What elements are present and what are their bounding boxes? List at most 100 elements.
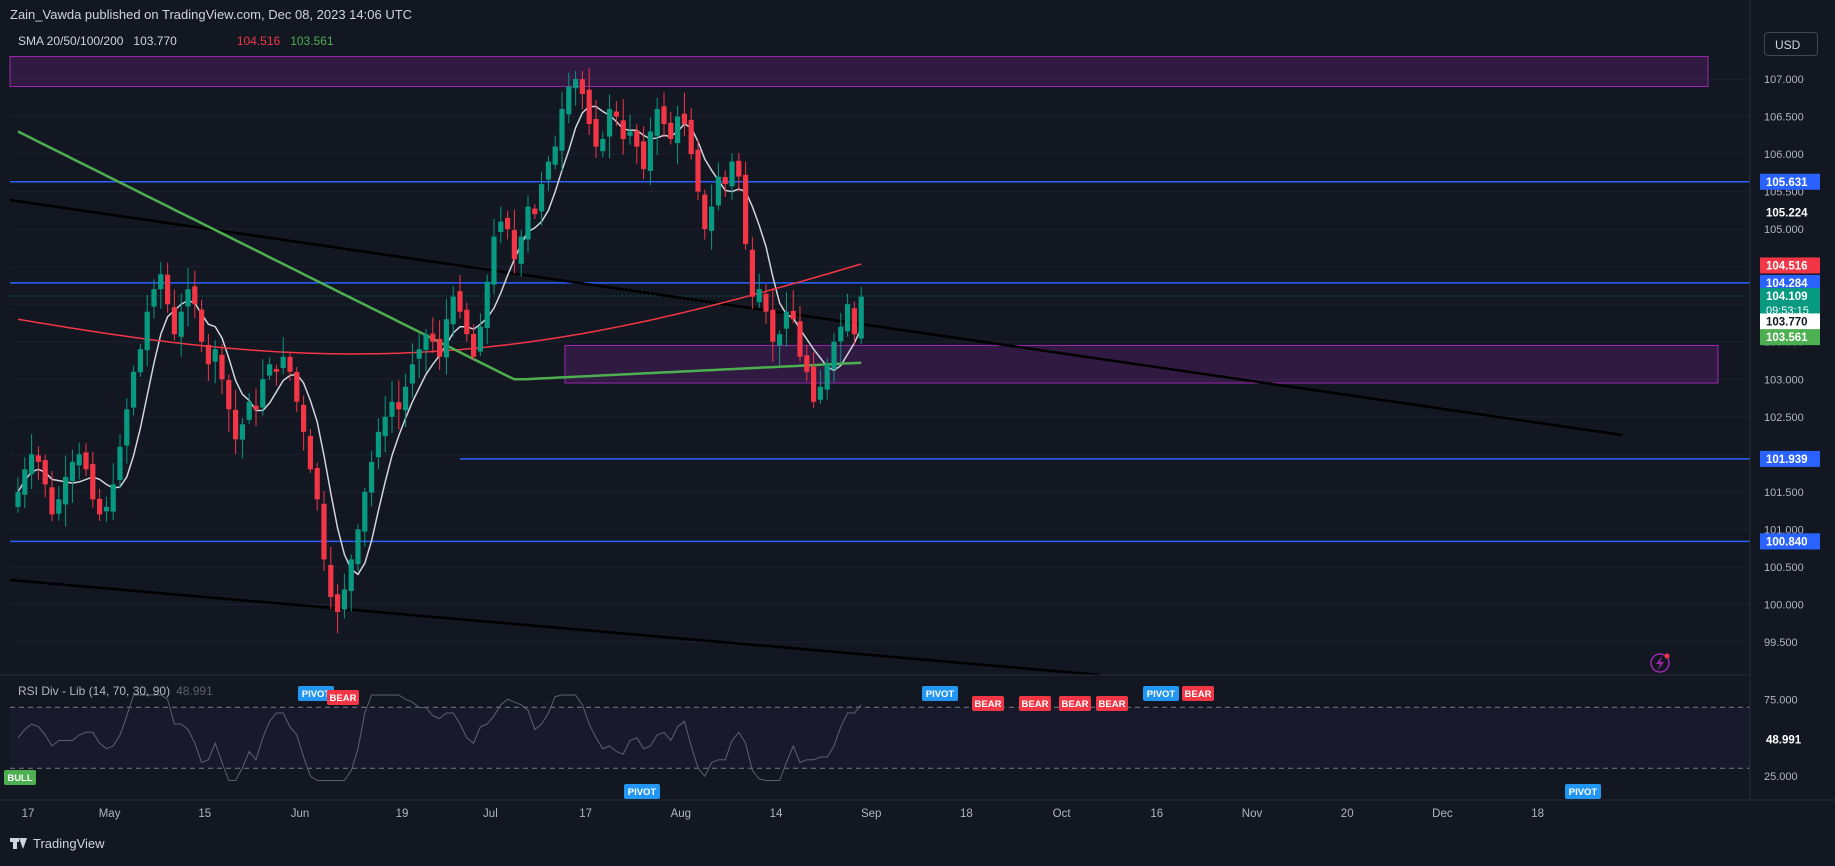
candle-body <box>199 309 205 342</box>
rsi-signal-text: PIVOT <box>1147 689 1176 700</box>
candle-body <box>409 364 415 384</box>
price-tick-label: 99.500 <box>1764 637 1798 649</box>
price-label-box <box>1760 204 1820 221</box>
candle-body <box>165 274 171 305</box>
candle-body <box>464 309 470 335</box>
candle-body <box>777 334 783 346</box>
candle-body <box>49 487 55 515</box>
candle-body <box>328 564 334 597</box>
candle-body <box>369 461 375 493</box>
candle-body <box>267 364 273 376</box>
candle-body <box>627 131 633 136</box>
candle-body <box>158 274 164 290</box>
candle-body <box>695 149 701 192</box>
candle-body <box>593 119 599 147</box>
rsi-signal-text: BEAR <box>1099 699 1126 710</box>
candle-body <box>314 467 320 500</box>
time-tick-label: 20 <box>1341 808 1354 820</box>
candle-body <box>110 484 116 512</box>
rsi-signal-tag <box>4 770 36 785</box>
candle-body <box>654 109 660 136</box>
price-tick-label: 106.000 <box>1764 149 1804 161</box>
candle-body <box>668 122 674 140</box>
candle-body <box>845 304 851 332</box>
rsi-legend[interactable]: RSI Div - Lib (14, 70, 30, 90) 48.991 <box>18 684 213 698</box>
candle-body <box>545 161 551 180</box>
brand-name: TradingView <box>33 836 105 851</box>
candle-body <box>851 308 857 335</box>
time-tick-label: 17 <box>22 808 35 820</box>
bolt-icon <box>1650 653 1670 673</box>
candle-body <box>90 463 96 500</box>
candle-body <box>532 208 538 215</box>
price-label-text: 100.840 <box>1766 536 1808 548</box>
candle-body <box>661 106 667 125</box>
rsi-signal-text: PIVOT <box>628 787 657 798</box>
brand-footer[interactable]: TradingView <box>10 836 105 851</box>
candle-body <box>382 416 388 437</box>
candle-body <box>498 221 504 233</box>
candle-body <box>600 139 606 152</box>
candle-body <box>797 321 803 357</box>
price-label-box <box>1760 257 1820 274</box>
candle-body <box>260 379 266 408</box>
price-label-text: 101.939 <box>1766 454 1808 466</box>
rsi-signal-text: BEAR <box>975 699 1002 710</box>
rsi-signal-text: PIVOT <box>302 689 331 700</box>
candle-body <box>233 409 239 440</box>
candle-body <box>192 286 198 305</box>
candle-body <box>63 476 69 505</box>
candle-body <box>205 344 211 365</box>
sma-legend[interactable]: SMA 20/50/100/200 103.770 104.516 103.561 <box>18 34 344 48</box>
candle-body <box>647 131 653 171</box>
candle-body <box>22 469 28 495</box>
rsi-band-fill <box>10 707 1750 769</box>
candle-body <box>586 89 592 125</box>
rsi-signal-text: BEAR <box>1062 699 1089 710</box>
rsi-signal-text: BEAR <box>1185 689 1212 700</box>
time-tick-label: 17 <box>579 808 592 820</box>
sma-value-20: 103.770 <box>133 34 177 48</box>
price-tick-label: 100.500 <box>1764 562 1804 574</box>
candle-body <box>804 355 810 372</box>
candle-body <box>729 161 735 187</box>
candle-body <box>484 281 490 328</box>
candle-body <box>675 116 681 144</box>
candle-body <box>362 491 368 532</box>
candle-body <box>253 405 259 410</box>
candle-body <box>219 354 225 380</box>
candle-body <box>838 326 844 342</box>
price-label-text: 103.561 <box>1766 332 1808 344</box>
candles <box>15 68 864 634</box>
candle-body <box>389 401 395 417</box>
resistance-zone <box>9 55 1709 88</box>
time-tick-label: Aug <box>671 808 691 820</box>
candle-body <box>681 113 687 125</box>
trendline-upper <box>9 198 1623 437</box>
price-tick-label: 106.500 <box>1764 112 1804 124</box>
candle-body <box>736 160 742 177</box>
time-tick-label: 19 <box>396 808 409 820</box>
candle-body <box>607 109 613 137</box>
candle-body <box>430 333 436 342</box>
currency-button[interactable]: USD <box>1764 32 1818 56</box>
candle-body <box>525 206 531 240</box>
candle-body <box>423 334 429 350</box>
price-label-box <box>1760 329 1820 346</box>
price-label-text: 104.516 <box>1766 260 1808 272</box>
rsi-legend-value: 48.991 <box>176 684 213 698</box>
price-tick-label: 105.000 <box>1764 224 1804 236</box>
price-label-text: 104.109 <box>1766 291 1808 303</box>
time-tick-label: Jul <box>483 808 498 820</box>
rsi-signal-tag <box>1019 696 1051 711</box>
price-tick-label: 103.000 <box>1764 374 1804 386</box>
candle-body <box>790 310 796 320</box>
time-tick-label: 16 <box>1150 808 1163 820</box>
candle-body <box>539 184 545 212</box>
rsi-signal-tag <box>1182 686 1214 701</box>
candle-body <box>29 454 35 475</box>
candle-body <box>566 86 572 115</box>
candle-body <box>518 236 524 264</box>
